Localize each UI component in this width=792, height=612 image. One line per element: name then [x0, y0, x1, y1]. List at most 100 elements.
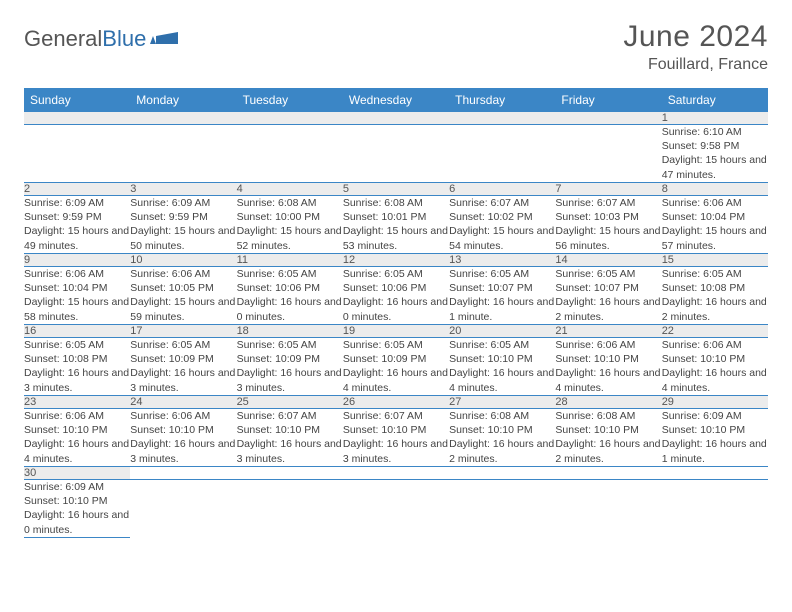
sunset-text: Sunset: 9:58 PM — [662, 139, 768, 153]
weekday-header: Monday — [130, 88, 236, 112]
sunset-text: Sunset: 10:06 PM — [343, 281, 449, 295]
day-number — [237, 112, 343, 125]
day-info — [130, 480, 236, 538]
sunset-text: Sunset: 10:08 PM — [662, 281, 768, 295]
day-number — [662, 467, 768, 480]
sunset-text: Sunset: 10:02 PM — [449, 210, 555, 224]
sunset-text: Sunset: 10:06 PM — [237, 281, 343, 295]
day-info — [555, 480, 661, 538]
daylight-text: Daylight: 16 hours and 3 minutes. — [237, 437, 343, 465]
daylight-text: Daylight: 16 hours and 1 minute. — [662, 437, 768, 465]
sunrise-text: Sunrise: 6:06 AM — [662, 196, 768, 210]
sunrise-text: Sunrise: 6:07 AM — [449, 196, 555, 210]
sunset-text: Sunset: 10:09 PM — [237, 352, 343, 366]
day-info: Sunrise: 6:06 AMSunset: 10:10 PMDaylight… — [555, 338, 661, 396]
sunrise-text: Sunrise: 6:08 AM — [237, 196, 343, 210]
daylight-text: Daylight: 16 hours and 2 minutes. — [449, 437, 555, 465]
day-info-row: Sunrise: 6:10 AMSunset: 9:58 PMDaylight:… — [24, 125, 768, 183]
day-number: 10 — [130, 254, 236, 267]
sunset-text: Sunset: 10:10 PM — [662, 352, 768, 366]
sunrise-text: Sunrise: 6:06 AM — [662, 338, 768, 352]
daylight-text: Daylight: 16 hours and 3 minutes. — [24, 366, 130, 394]
day-number: 27 — [449, 396, 555, 409]
daylight-text: Daylight: 16 hours and 0 minutes. — [24, 508, 130, 536]
day-info: Sunrise: 6:09 AMSunset: 10:10 PMDaylight… — [662, 409, 768, 467]
daylight-text: Daylight: 16 hours and 4 minutes. — [343, 366, 449, 394]
day-info-row: Sunrise: 6:09 AMSunset: 9:59 PMDaylight:… — [24, 196, 768, 254]
weekday-header: Wednesday — [343, 88, 449, 112]
day-number: 19 — [343, 325, 449, 338]
sunrise-text: Sunrise: 6:05 AM — [24, 338, 130, 352]
day-info: Sunrise: 6:05 AMSunset: 10:10 PMDaylight… — [449, 338, 555, 396]
sunset-text: Sunset: 10:09 PM — [130, 352, 236, 366]
sunrise-text: Sunrise: 6:07 AM — [555, 196, 661, 210]
day-info — [555, 125, 661, 183]
day-info — [662, 480, 768, 538]
sunrise-text: Sunrise: 6:05 AM — [130, 338, 236, 352]
sunrise-text: Sunrise: 6:06 AM — [24, 409, 130, 423]
daylight-text: Daylight: 16 hours and 3 minutes. — [130, 437, 236, 465]
day-info — [449, 125, 555, 183]
day-info: Sunrise: 6:06 AMSunset: 10:10 PMDaylight… — [24, 409, 130, 467]
sunset-text: Sunset: 10:01 PM — [343, 210, 449, 224]
sunset-text: Sunset: 10:10 PM — [237, 423, 343, 437]
sunset-text: Sunset: 10:07 PM — [555, 281, 661, 295]
day-info — [237, 125, 343, 183]
day-number: 13 — [449, 254, 555, 267]
day-number: 9 — [24, 254, 130, 267]
weekday-header: Thursday — [449, 88, 555, 112]
day-number: 6 — [449, 183, 555, 196]
day-number — [555, 112, 661, 125]
day-number-row: 23242526272829 — [24, 396, 768, 409]
day-number: 17 — [130, 325, 236, 338]
daylight-text: Daylight: 15 hours and 57 minutes. — [662, 224, 768, 252]
sunset-text: Sunset: 10:04 PM — [24, 281, 130, 295]
daylight-text: Daylight: 16 hours and 0 minutes. — [237, 295, 343, 323]
day-number: 3 — [130, 183, 236, 196]
day-number-row: 2345678 — [24, 183, 768, 196]
day-number: 11 — [237, 254, 343, 267]
page-subtitle: Fouillard, France — [623, 56, 768, 74]
day-number-row: 9101112131415 — [24, 254, 768, 267]
day-number: 8 — [662, 183, 768, 196]
weekday-header: Sunday — [24, 88, 130, 112]
daylight-text: Daylight: 15 hours and 53 minutes. — [343, 224, 449, 252]
sunrise-text: Sunrise: 6:05 AM — [555, 267, 661, 281]
daylight-text: Daylight: 16 hours and 0 minutes. — [343, 295, 449, 323]
day-info: Sunrise: 6:07 AMSunset: 10:03 PMDaylight… — [555, 196, 661, 254]
sunrise-text: Sunrise: 6:06 AM — [555, 338, 661, 352]
day-number: 4 — [237, 183, 343, 196]
day-info-row: Sunrise: 6:09 AMSunset: 10:10 PMDaylight… — [24, 480, 768, 538]
day-number: 22 — [662, 325, 768, 338]
day-info: Sunrise: 6:08 AMSunset: 10:00 PMDaylight… — [237, 196, 343, 254]
day-info: Sunrise: 6:08 AMSunset: 10:01 PMDaylight… — [343, 196, 449, 254]
day-info — [24, 125, 130, 183]
daylight-text: Daylight: 16 hours and 2 minutes. — [555, 437, 661, 465]
sunrise-text: Sunrise: 6:05 AM — [449, 267, 555, 281]
sunrise-text: Sunrise: 6:09 AM — [24, 480, 130, 494]
day-number: 25 — [237, 396, 343, 409]
daylight-text: Daylight: 16 hours and 3 minutes. — [130, 366, 236, 394]
day-number: 26 — [343, 396, 449, 409]
daylight-text: Daylight: 16 hours and 4 minutes. — [662, 366, 768, 394]
daylight-text: Daylight: 15 hours and 47 minutes. — [662, 153, 768, 181]
sunrise-text: Sunrise: 6:05 AM — [343, 338, 449, 352]
day-number: 15 — [662, 254, 768, 267]
daylight-text: Daylight: 16 hours and 3 minutes. — [237, 366, 343, 394]
day-info: Sunrise: 6:05 AMSunset: 10:07 PMDaylight… — [555, 267, 661, 325]
day-number: 28 — [555, 396, 661, 409]
sunset-text: Sunset: 10:04 PM — [662, 210, 768, 224]
sunset-text: Sunset: 10:10 PM — [24, 494, 130, 508]
sunrise-text: Sunrise: 6:07 AM — [237, 409, 343, 423]
sunset-text: Sunset: 10:10 PM — [555, 352, 661, 366]
sunrise-text: Sunrise: 6:09 AM — [130, 196, 236, 210]
sunrise-text: Sunrise: 6:05 AM — [237, 267, 343, 281]
weekday-header-row: Sunday Monday Tuesday Wednesday Thursday… — [24, 88, 768, 112]
daylight-text: Daylight: 15 hours and 59 minutes. — [130, 295, 236, 323]
daylight-text: Daylight: 15 hours and 50 minutes. — [130, 224, 236, 252]
day-number — [24, 112, 130, 125]
sunset-text: Sunset: 10:10 PM — [449, 423, 555, 437]
day-info: Sunrise: 6:09 AMSunset: 9:59 PMDaylight:… — [130, 196, 236, 254]
sunset-text: Sunset: 10:10 PM — [24, 423, 130, 437]
sunrise-text: Sunrise: 6:10 AM — [662, 125, 768, 139]
